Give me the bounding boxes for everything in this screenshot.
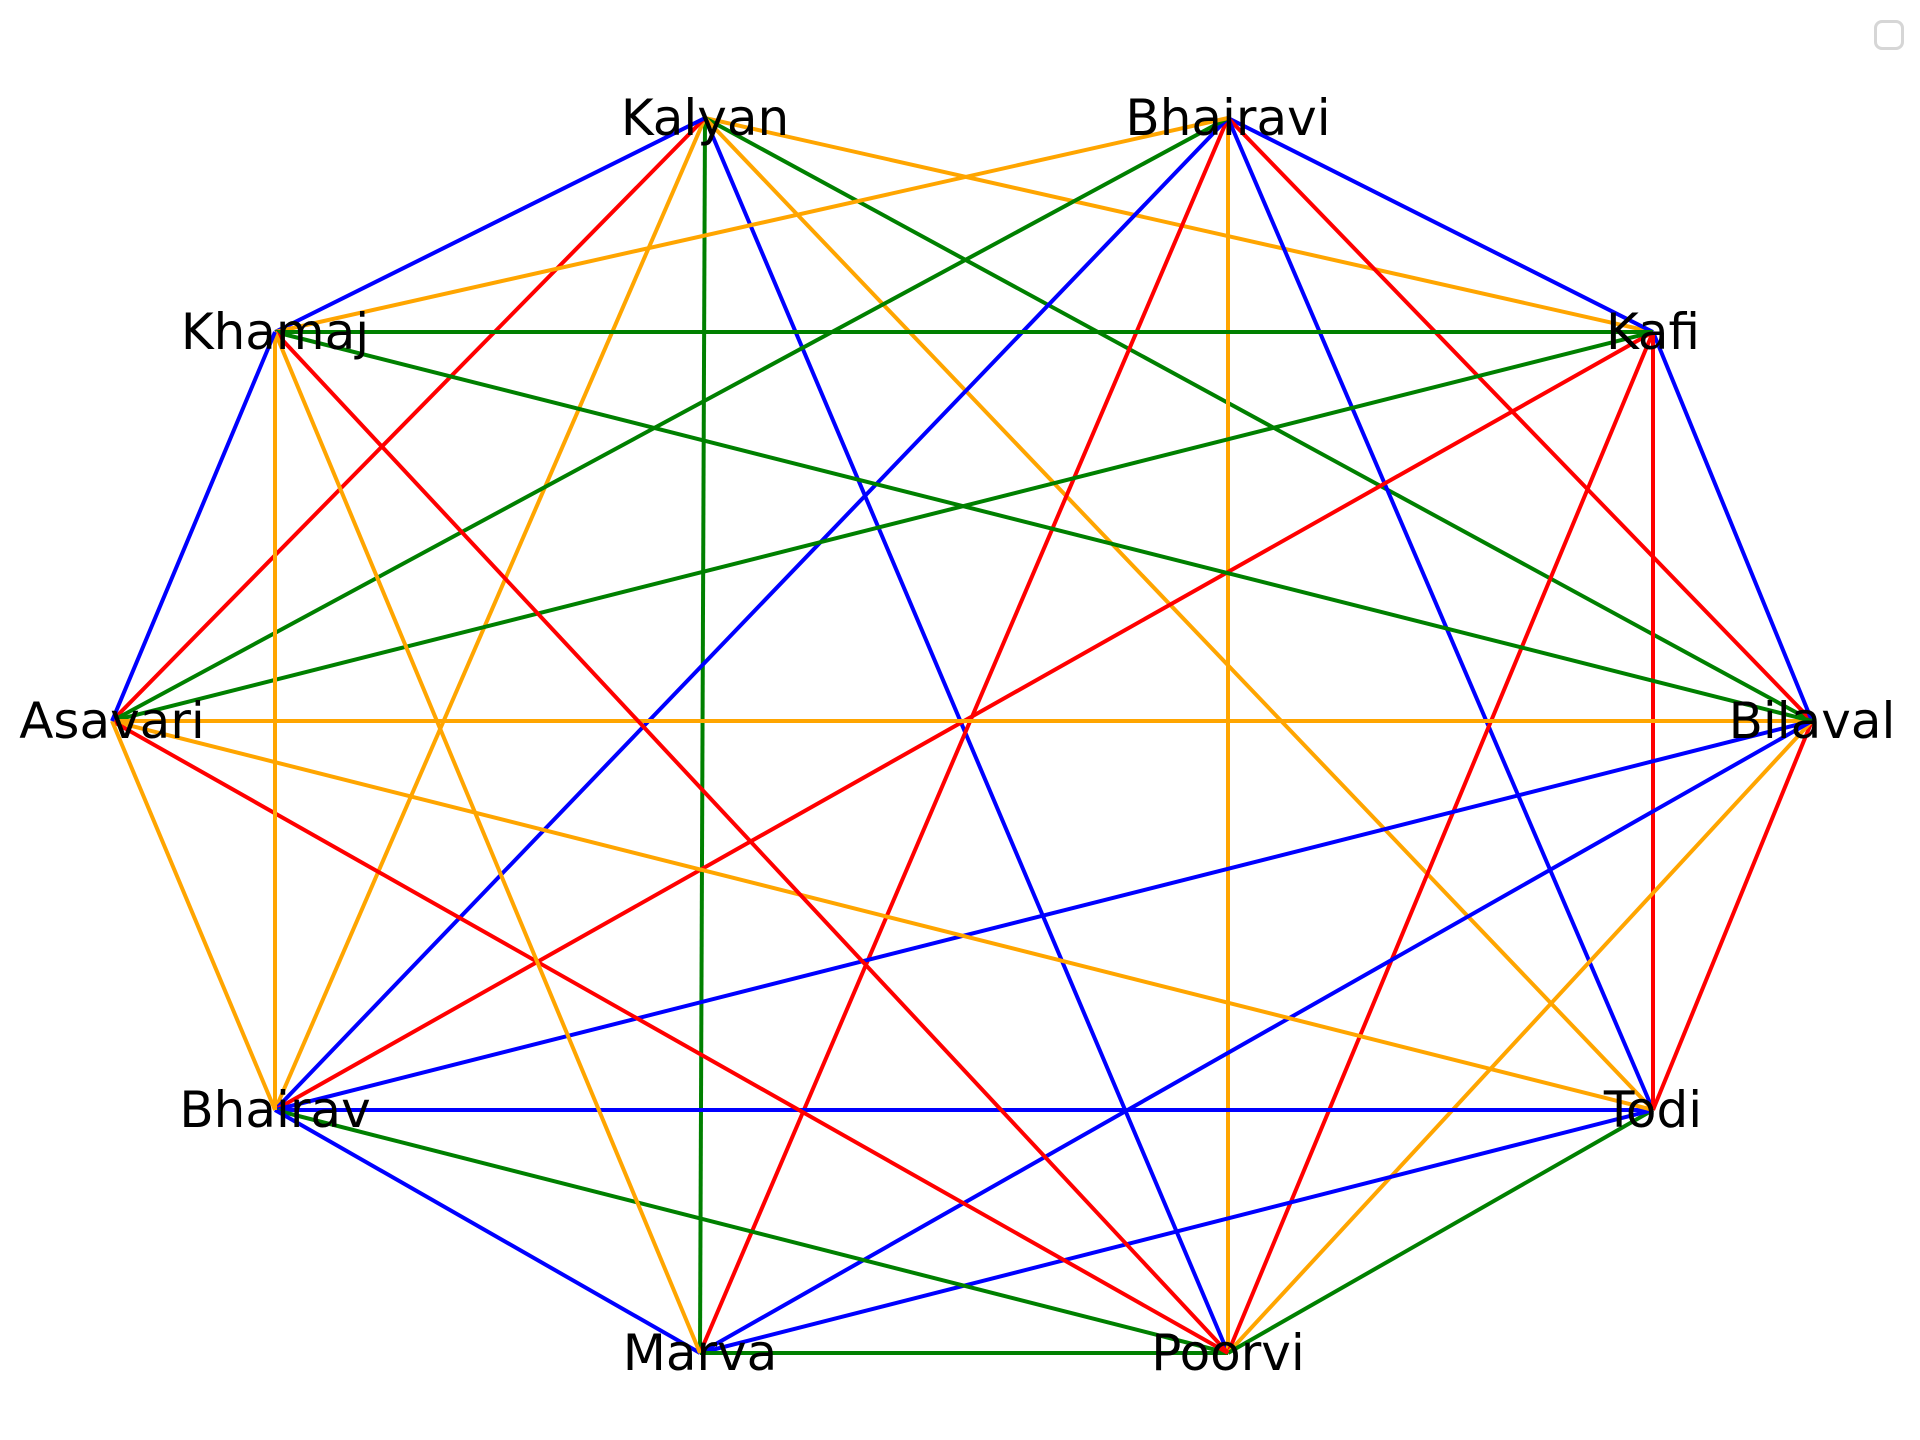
graph-edges [110,116,1814,1355]
graph-nodes: Kalyan Bhairavi Kafi Bilaval Todi Poorvi Marva… [19,89,1896,1382]
edge-kafi-bilaval [1651,331,1814,722]
edge-poorvi-asavari [111,719,1229,1355]
edge-marva-khamaj [273,331,702,1354]
edge-bilaval-marva [699,719,1813,1355]
edge-asavari-khamaj [110,331,277,722]
edge-bhairavi-marva [698,117,1230,1354]
node-poorvi: Poorvi [1151,1324,1305,1382]
edge-bilaval-todi [1651,720,1814,1111]
node-marva: Marva [623,1324,778,1382]
node-khamaj: Khamaj [181,303,369,361]
edge-todi-asavari [111,719,1654,1112]
edge-bilaval-poorvi [1226,719,1814,1355]
edge-bhairavi-kafi [1227,116,1654,334]
edge-poorvi-khamaj [273,330,1230,1355]
node-todi: Todi [1603,1081,1702,1139]
edge-kalyan-bhairav [273,117,707,1111]
edge-bilaval-khamaj [274,330,1813,723]
edge-kalyan-khamaj [274,116,706,334]
edge-bhairavi-bhairav [273,116,1230,1112]
edge-kalyan-asavari [110,116,707,723]
edge-bhairavi-khamaj [274,116,1229,334]
edge-kafi-asavari [111,330,1654,723]
edge-marva-bhairav [274,1108,701,1355]
node-bhairavi: Bhairavi [1125,89,1330,147]
edge-bhairavi-asavari [111,116,1229,723]
edge-bhairav-asavari [110,720,277,1111]
edge-kalyan-poorvi [703,117,1230,1354]
edge-kalyan-marva [698,117,707,1354]
edge-bilaval-bhairav [274,719,1813,1112]
node-kalyan: Kalyan [621,89,789,147]
legend-box [1874,20,1904,50]
node-bhairav: Bhairav [179,1081,370,1139]
edge-todi-marva [699,1108,1654,1355]
node-asavari: Asavari [19,692,205,750]
edge-todi-poorvi [1227,1108,1654,1355]
edge-bhairavi-todi [1226,117,1655,1111]
edge-kalyan-todi [703,116,1655,1112]
edge-poorvi-bhairav [274,1108,1229,1355]
node-kafi: Kafi [1606,303,1700,361]
edge-bhairavi-bilaval [1226,116,1814,723]
node-bilaval: Bilaval [1729,692,1896,750]
edge-kalyan-bilaval [704,116,1813,723]
edge-kalyan-kafi [704,116,1654,334]
edge-kafi-poorvi [1226,331,1655,1354]
